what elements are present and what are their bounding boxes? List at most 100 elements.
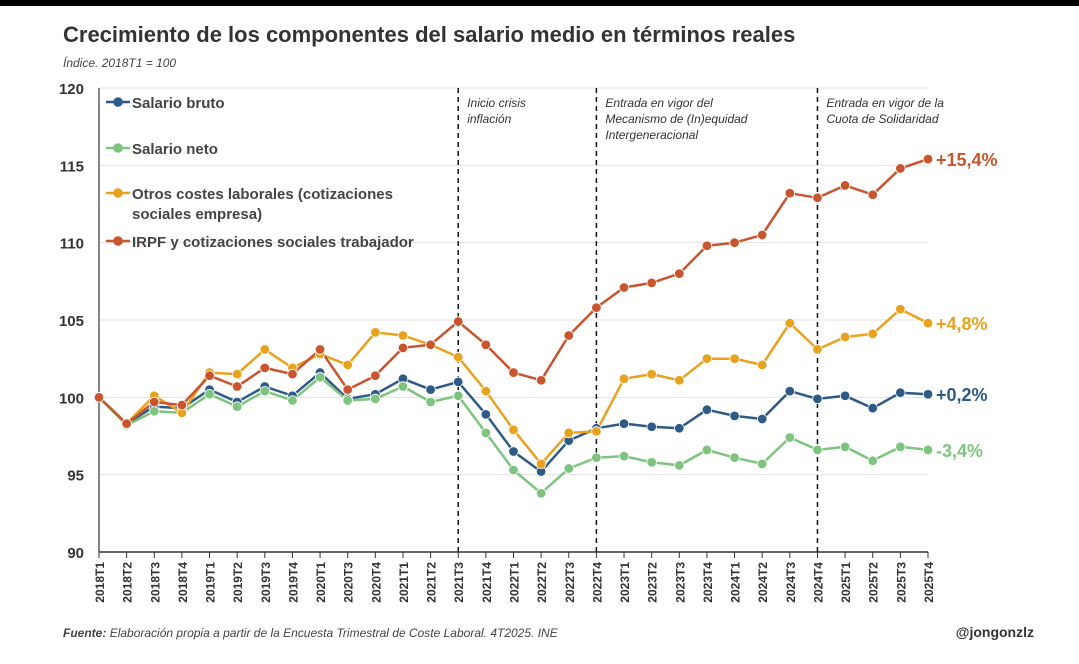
event-annotation-line: Intergeneracional: [605, 128, 698, 142]
data-point: [453, 316, 464, 327]
event-annotation-line: Cuota de Solidaridad: [826, 112, 938, 126]
data-point: [922, 444, 934, 456]
data-point: [231, 368, 243, 380]
legend-marker: [113, 97, 123, 107]
data-point: [922, 389, 934, 400]
y-tick-label: 105: [59, 313, 84, 330]
x-tick-label: 2019T1: [204, 562, 218, 603]
y-tick-label: 95: [67, 468, 84, 485]
data-point: [591, 302, 602, 313]
data-point: [397, 381, 409, 392]
data-point: [646, 421, 657, 432]
top-border: [0, 0, 1079, 6]
data-point: [674, 423, 685, 434]
source-note: Fuente: Elaboración propia a partir de l…: [63, 626, 558, 640]
data-point: [425, 396, 436, 408]
data-point: [618, 282, 630, 293]
x-tick-label: 2018T2: [121, 562, 135, 603]
event-annotation-line: Entrada en vigor del: [605, 96, 713, 110]
series-end-label: +15,4%: [936, 150, 998, 170]
data-point: [812, 444, 823, 456]
data-point: [535, 375, 547, 386]
x-tick-label: 2023T3: [673, 562, 687, 603]
data-point: [535, 458, 547, 470]
y-tick-label: 90: [67, 545, 84, 562]
x-tick-label: 2022T3: [563, 562, 577, 603]
data-point: [895, 441, 906, 453]
data-point: [93, 392, 105, 403]
data-point: [121, 418, 132, 429]
data-point: [591, 426, 602, 437]
data-point: [370, 327, 381, 338]
data-point: [729, 237, 740, 248]
data-point: [729, 452, 740, 463]
x-tick-label: 2019T3: [259, 562, 273, 603]
x-tick-label: 2018T1: [93, 562, 107, 603]
legend-entry: Salario neto: [132, 141, 218, 158]
series-end-label: +0,2%: [936, 385, 988, 405]
data-point: [425, 384, 436, 395]
data-point: [701, 353, 713, 364]
data-point: [729, 353, 740, 364]
x-tick-label: 2023T4: [701, 562, 715, 603]
data-point: [812, 393, 823, 405]
data-point: [784, 432, 796, 443]
data-point: [812, 344, 823, 355]
x-tick-label: 2024T2: [756, 562, 770, 603]
data-point: [204, 370, 215, 381]
data-point: [287, 368, 298, 380]
data-point: [591, 452, 602, 463]
legend-marker: [113, 188, 123, 198]
author-handle: @jongonzlz: [955, 624, 1034, 640]
data-point: [757, 458, 768, 470]
data-point: [784, 385, 796, 397]
data-point: [646, 277, 657, 289]
data-point: [508, 367, 519, 378]
data-point: [259, 385, 271, 397]
x-tick-label: 2021T2: [425, 562, 439, 603]
event-annotation-line: Inicio crisis: [467, 96, 526, 110]
data-point: [701, 404, 713, 415]
chart-subtitle: Índice. 2018T1 = 100: [63, 56, 177, 70]
x-tick-label: 2024T1: [729, 562, 743, 603]
data-point: [453, 376, 464, 388]
x-tick-label: 2018T3: [148, 562, 162, 603]
legend-marker: [113, 143, 123, 153]
x-tick-label: 2025T3: [894, 562, 908, 603]
legend-entry: Otros costes laborales (cotizaciones: [132, 186, 393, 203]
data-point: [646, 457, 657, 468]
data-point: [839, 390, 851, 401]
series-line: [98, 307, 929, 466]
data-point: [149, 406, 160, 417]
chart-title: Crecimiento de los componentes del salar…: [63, 22, 796, 47]
data-point: [701, 444, 713, 456]
data-point: [231, 401, 243, 412]
data-point: [480, 409, 492, 420]
data-point: [895, 387, 906, 398]
data-point: [867, 455, 878, 466]
source-text: Elaboración propia a partir de la Encues…: [109, 626, 558, 640]
data-point: [839, 331, 851, 343]
data-point: [701, 240, 713, 251]
x-tick-label: 2021T3: [452, 562, 466, 603]
data-point: [867, 402, 878, 414]
data-point: [480, 427, 492, 439]
x-tick-label: 2021T1: [397, 562, 411, 603]
data-point: [729, 410, 740, 422]
data-point: [149, 396, 160, 408]
data-point: [784, 317, 796, 329]
x-tick-label: 2024T4: [811, 562, 825, 603]
data-point: [204, 389, 215, 400]
event-annotation-line: inflación: [467, 112, 511, 126]
x-tick-label: 2020T1: [314, 562, 328, 603]
data-point: [314, 344, 326, 355]
data-point: [563, 330, 574, 341]
legend-entry: sociales empresa): [132, 206, 262, 223]
data-point: [508, 424, 519, 436]
data-point: [425, 339, 436, 350]
data-point: [259, 362, 271, 374]
data-point: [784, 187, 796, 199]
data-point: [895, 303, 906, 315]
data-point: [895, 163, 906, 174]
x-tick-label: 2023T2: [646, 562, 660, 603]
